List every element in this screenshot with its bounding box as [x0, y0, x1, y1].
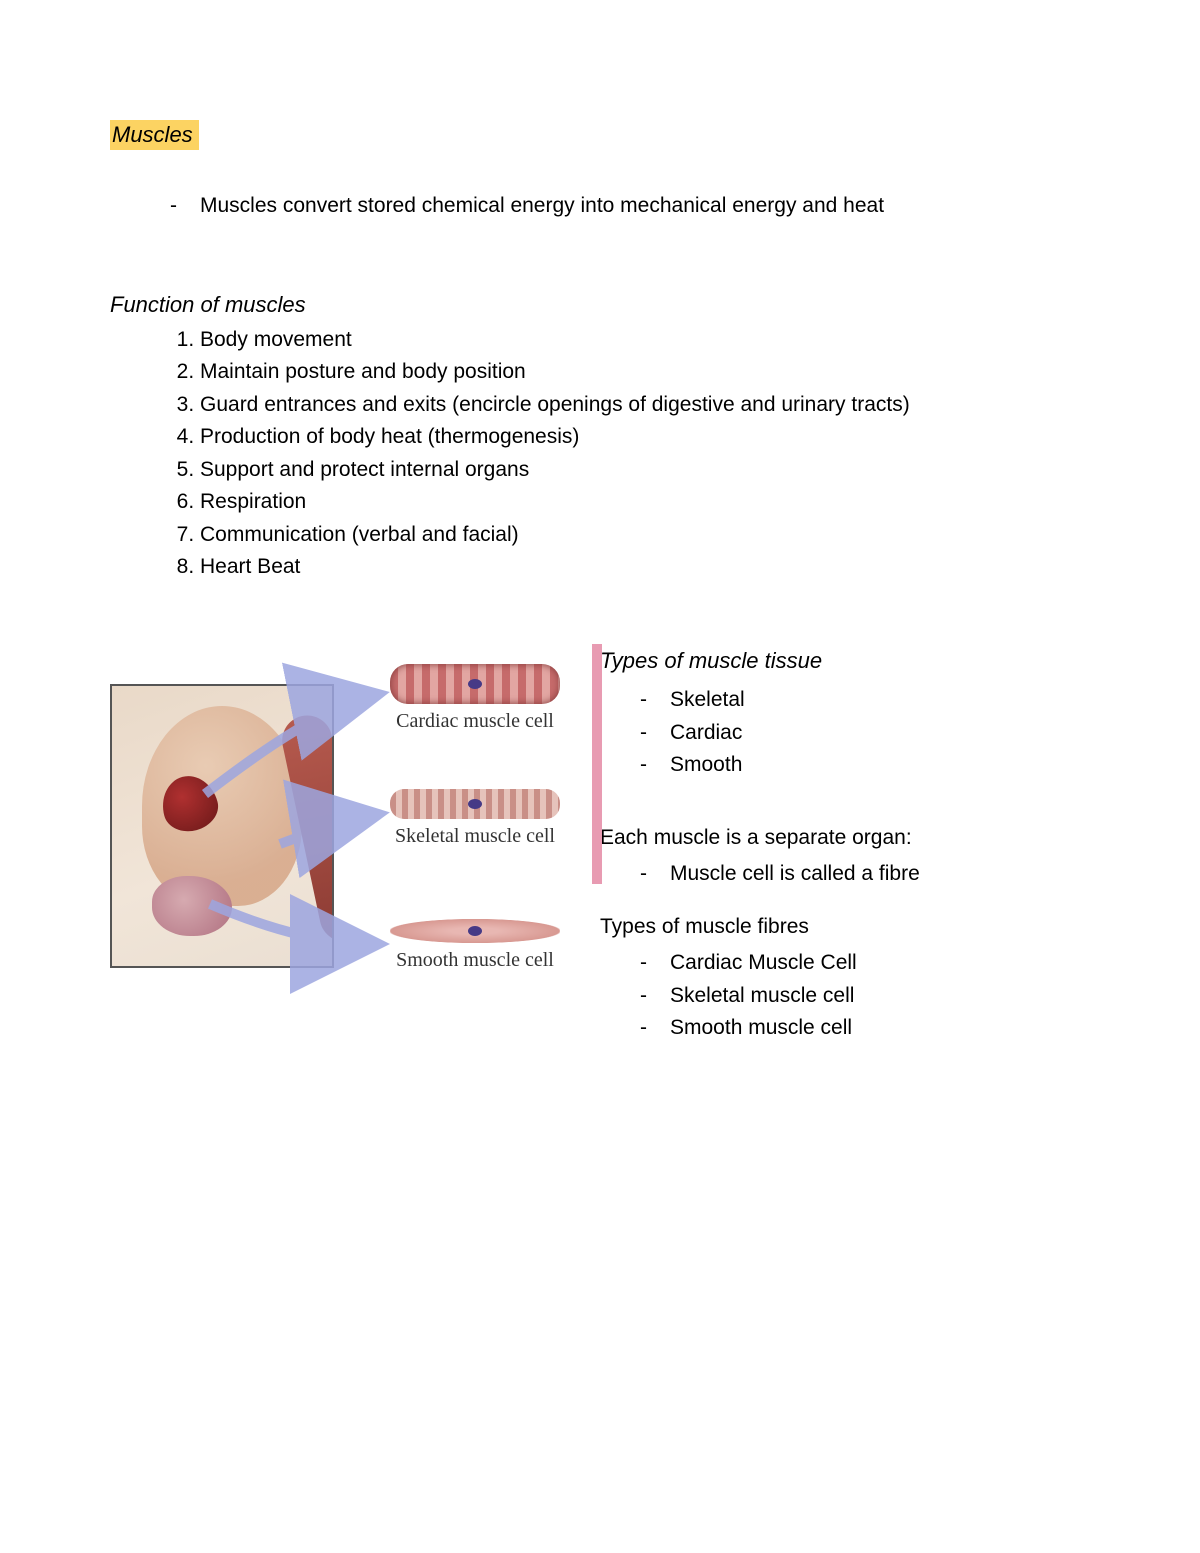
document-page: Muscles Muscles convert stored chemical … — [0, 0, 1200, 1553]
type-item: Cardiac — [640, 717, 1090, 750]
pink-vertical-bar — [592, 644, 602, 884]
organ-sub-item: Muscle cell is called a fibre — [640, 858, 1090, 891]
skeletal-label: Skeletal muscle cell — [370, 825, 580, 848]
function-item: Guard entrances and exits (encircle open… — [200, 389, 1090, 422]
function-item: Body movement — [200, 324, 1090, 357]
type-item: Smooth — [640, 749, 1090, 782]
fibre-item: Cardiac Muscle Cell — [640, 947, 1090, 980]
intro-item: Muscles convert stored chemical energy i… — [170, 190, 1090, 222]
functions-heading: Function of muscles — [110, 292, 1090, 318]
type-item: Skeletal — [640, 684, 1090, 717]
stomach-icon — [152, 876, 232, 936]
function-item: Communication (verbal and facial) — [200, 519, 1090, 552]
function-item: Production of body heat (thermogenesis) — [200, 421, 1090, 454]
organ-sub-list: Muscle cell is called a fibre — [640, 858, 1090, 891]
organ-line: Each muscle is a separate organ: — [600, 822, 1090, 855]
types-heading: Types of muscle tissue — [600, 644, 1090, 678]
smooth-label: Smooth muscle cell — [370, 949, 580, 972]
cardiac-label: Cardiac muscle cell — [370, 710, 580, 733]
function-item: Maintain posture and body position — [200, 356, 1090, 389]
function-item: Support and protect internal organs — [200, 454, 1090, 487]
page-title: Muscles — [110, 120, 199, 150]
right-text-column: Types of muscle tissue Skeletal Cardiac … — [600, 644, 1090, 1045]
types-list: Skeletal Cardiac Smooth — [640, 684, 1090, 782]
fibre-item: Smooth muscle cell — [640, 1012, 1090, 1045]
function-item: Heart Beat — [200, 551, 1090, 584]
cardiac-cell-illustration: Cardiac muscle cell — [370, 664, 580, 733]
functions-list: Body movement Maintain posture and body … — [170, 324, 1090, 584]
smooth-cell-illustration: Smooth muscle cell — [370, 919, 580, 972]
diagram-and-text-columns: Cardiac muscle cell Skeletal muscle cell… — [110, 644, 1090, 1045]
function-item: Respiration — [200, 486, 1090, 519]
torso-illustration — [110, 684, 334, 968]
intro-list: Muscles convert stored chemical energy i… — [170, 190, 1090, 222]
muscle-types-diagram: Cardiac muscle cell Skeletal muscle cell… — [110, 644, 590, 1045]
fibres-list: Cardiac Muscle Cell Skeletal muscle cell… — [640, 947, 1090, 1045]
skeletal-cell-illustration: Skeletal muscle cell — [370, 789, 580, 848]
fibre-item: Skeletal muscle cell — [640, 980, 1090, 1013]
fibres-heading: Types of muscle fibres — [600, 911, 1090, 944]
